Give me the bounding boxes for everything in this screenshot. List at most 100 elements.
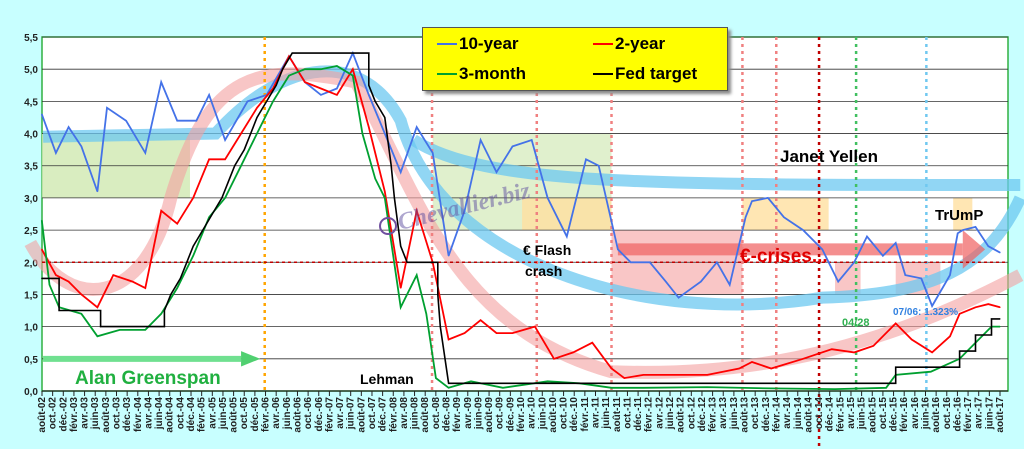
data-point xyxy=(831,348,833,350)
x-tick-label: oct.-12 xyxy=(686,397,697,430)
data-point xyxy=(610,367,613,370)
data-point xyxy=(821,248,823,250)
data-point xyxy=(987,303,989,305)
data-point xyxy=(336,94,338,96)
data-point xyxy=(170,293,172,296)
data-point xyxy=(352,68,354,70)
data-point xyxy=(320,87,322,90)
data-point xyxy=(566,235,568,238)
x-tick-label: juin-16 xyxy=(920,397,931,431)
data-point xyxy=(962,229,964,231)
data-point xyxy=(572,351,574,353)
x-tick-label: déc.-16 xyxy=(952,397,963,432)
data-point xyxy=(448,387,450,389)
y-tick-label: 0,5 xyxy=(24,355,38,366)
data-point xyxy=(384,132,386,135)
annotation-flash-crash-2: crash xyxy=(525,263,562,279)
legend-swatch xyxy=(593,43,613,45)
data-point xyxy=(729,284,731,286)
x-tick-label: déc.-04 xyxy=(186,397,197,432)
data-point xyxy=(41,277,43,279)
legend: 10-year 2-year 3-month Fed target xyxy=(422,27,728,91)
data-point xyxy=(767,197,769,199)
data-point xyxy=(999,318,1001,320)
data-point xyxy=(80,313,83,315)
data-point xyxy=(275,84,277,86)
y-tick-label: 3,5 xyxy=(24,162,38,173)
series-line-3-month xyxy=(40,65,1000,391)
x-tick-label: déc.-13 xyxy=(761,397,772,432)
data-point xyxy=(853,351,855,353)
data-point xyxy=(96,306,98,308)
data-point xyxy=(999,252,1001,254)
data-point xyxy=(987,245,989,247)
legend-swatch xyxy=(437,43,457,45)
data-point xyxy=(745,216,747,218)
x-tick-label: oct.-06 xyxy=(303,397,314,430)
data-point xyxy=(176,223,178,225)
data-point xyxy=(361,132,364,135)
data-point xyxy=(224,139,226,141)
data-point xyxy=(706,374,708,376)
data-point xyxy=(534,326,536,328)
x-tick-label: oct.-03 xyxy=(112,397,123,430)
data-point xyxy=(770,367,772,370)
data-point xyxy=(112,274,114,276)
x-tick-label: févr.-09 xyxy=(452,397,463,432)
data-point xyxy=(502,387,504,389)
data-point xyxy=(895,366,897,368)
y-tick-label: 5,5 xyxy=(24,33,38,44)
annotation-greenspan: Alan Greenspan xyxy=(75,368,221,389)
data-point xyxy=(58,309,60,312)
data-point xyxy=(192,197,194,199)
data-point xyxy=(291,52,293,54)
data-point xyxy=(783,216,785,218)
data-point xyxy=(716,261,718,263)
data-point xyxy=(224,197,226,199)
data-point xyxy=(48,284,51,286)
y-tick-label: 1,0 xyxy=(24,323,38,334)
data-point xyxy=(55,274,57,276)
data-point xyxy=(610,387,613,389)
x-tick-label: avr.-12 xyxy=(654,397,665,429)
data-point xyxy=(160,210,162,212)
data-point xyxy=(837,280,839,283)
data-point xyxy=(352,75,354,77)
data-point xyxy=(68,126,70,128)
x-tick-label: oct.-08 xyxy=(431,397,442,430)
x-tick-label: févr.-16 xyxy=(899,397,910,432)
x-tick-label: août-07 xyxy=(356,397,367,433)
data-point xyxy=(665,280,667,283)
x-tick-label: août-04 xyxy=(165,397,176,433)
data-point xyxy=(179,277,181,279)
data-point xyxy=(374,100,376,102)
x-tick-label: févr.-05 xyxy=(197,397,208,432)
x-tick-label: avr.-16 xyxy=(910,397,921,429)
data-point xyxy=(208,158,210,160)
data-point xyxy=(649,261,651,263)
data-point xyxy=(99,326,102,328)
data-point xyxy=(882,255,884,257)
data-point xyxy=(585,158,587,160)
data-point xyxy=(390,165,392,167)
legend-label: 2-year xyxy=(615,34,666,53)
data-point xyxy=(256,107,258,109)
x-tick-label: oct.-16 xyxy=(942,397,953,430)
data-point xyxy=(470,380,472,382)
y-tick-label: 0,0 xyxy=(24,387,38,398)
x-tick-label: avr.-07 xyxy=(335,397,346,429)
data-point xyxy=(990,334,993,336)
data-point xyxy=(700,280,702,283)
x-tick-label: avr.-08 xyxy=(399,397,410,429)
data-point xyxy=(246,100,249,102)
legend-label: 10-year xyxy=(459,34,519,53)
series-line-fed-target xyxy=(41,52,1000,385)
x-tick-label: févr.-04 xyxy=(133,397,144,432)
x-tick-label: juin-07 xyxy=(346,397,357,431)
data-point xyxy=(630,261,632,263)
data-point xyxy=(949,274,951,276)
legend-swatch xyxy=(593,73,613,75)
x-tick-label: oct.-10 xyxy=(559,397,570,430)
x-tick-label: juin-06 xyxy=(282,397,293,431)
data-point xyxy=(400,287,402,289)
